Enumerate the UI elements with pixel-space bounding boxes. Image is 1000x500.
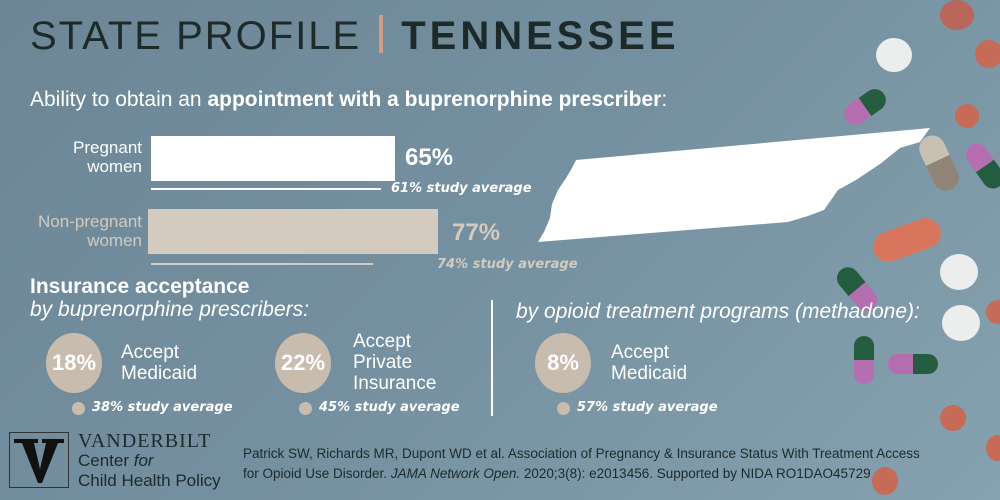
section-divider [491, 300, 493, 416]
title-prefix: STATE PROFILE [30, 14, 362, 58]
page-title: STATE PROFILE TENNESSEE [30, 14, 680, 59]
nonpregnant-value: 77% [452, 219, 501, 246]
subtitle: Ability to obtain an appointment with a … [30, 88, 667, 112]
pregnant-label: Pregnant women [73, 138, 142, 176]
medicaid-bup-average: 38% study average [92, 400, 233, 415]
state-name: TENNESSEE [401, 14, 680, 58]
citation: Patrick SW, Richards MR, Dupont WD et al… [243, 446, 920, 481]
private-bup-circle: 22% [275, 333, 331, 393]
average-dot [72, 402, 85, 415]
subtitle-after: : [661, 88, 668, 111]
average-dot [557, 402, 570, 415]
by-otp-heading: by opioid treatment programs (methadone)… [516, 300, 920, 323]
average-dot [299, 402, 312, 415]
insurance-heading: Insurance acceptance [30, 275, 250, 298]
vanderbilt-logo-text: VANDERBILT Center for Child Health Polic… [78, 430, 221, 490]
nonpregnant-average: 74% study average [437, 257, 578, 272]
nonpregnant-bar [148, 209, 438, 254]
vanderbilt-logo-icon [9, 432, 69, 488]
pregnant-average: 61% study average [391, 181, 532, 196]
subtitle-bold: appointment with a buprenorphine prescri… [207, 88, 662, 111]
medicaid-otp-circle: 8% [535, 333, 591, 393]
medicaid-otp-label: Accept Medicaid [611, 342, 688, 384]
medicaid-bup-circle: 18% [46, 333, 102, 393]
by-bup-heading: by buprenorphine prescribers: [30, 298, 309, 321]
tennessee-map [538, 128, 930, 242]
nonpregnant-label: Non-pregnant women [38, 212, 142, 250]
pregnant-bar [151, 136, 396, 181]
medicaid-bup-label: Accept Medicaid [121, 342, 198, 384]
private-bup-average: 45% study average [319, 400, 460, 415]
pregnant-value: 65% [405, 144, 454, 171]
title-divider [379, 15, 384, 53]
nonpregnant-average-line [151, 263, 373, 265]
private-bup-label: Accept Private Insurance [353, 331, 437, 394]
subtitle-before: Ability to obtain an [30, 88, 208, 111]
medicaid-otp-average: 57% study average [577, 400, 718, 415]
pregnant-average-line [151, 188, 381, 190]
